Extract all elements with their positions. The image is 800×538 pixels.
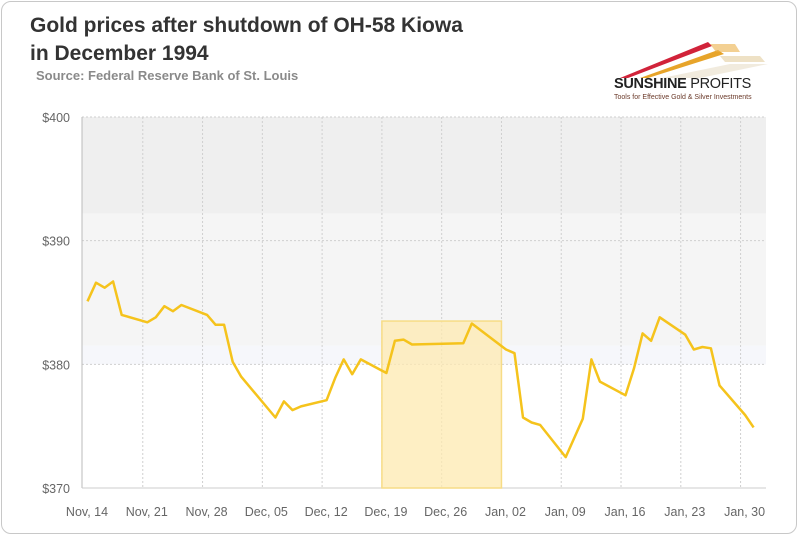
y-tick-label: $390 bbox=[42, 235, 70, 249]
x-tick-label: Dec, 19 bbox=[364, 505, 407, 519]
x-tick-label: Jan, 30 bbox=[724, 505, 765, 519]
x-tick-label: Dec, 26 bbox=[424, 505, 467, 519]
logo-name: SUNSHINE PROFITS bbox=[614, 76, 751, 92]
title-line-1: Gold prices after shutdown of OH-58 Kiow… bbox=[30, 14, 463, 37]
y-tick-label: $400 bbox=[42, 111, 70, 125]
x-tick-label: Jan, 09 bbox=[545, 505, 586, 519]
background-band bbox=[82, 117, 766, 214]
x-tick-label: Nov, 21 bbox=[126, 505, 168, 519]
sunshine-profits-logo-icon bbox=[620, 42, 768, 78]
x-tick-label: Jan, 23 bbox=[664, 505, 705, 519]
y-tick-label: $370 bbox=[42, 482, 70, 496]
chart-title: Gold prices after shutdown of OH-58 Kiow… bbox=[30, 12, 570, 68]
x-tick-label: Nov, 14 bbox=[66, 505, 108, 519]
x-tick-label: Dec, 05 bbox=[245, 505, 288, 519]
x-tick-label: Jan, 02 bbox=[485, 505, 526, 519]
logo-tagline: Tools for Effective Gold & Silver Invest… bbox=[614, 94, 752, 101]
y-tick-label: $380 bbox=[42, 358, 70, 372]
x-tick-label: Jan, 16 bbox=[605, 505, 646, 519]
highlight-period bbox=[381, 320, 503, 489]
source-note: Source: Federal Reserve Bank of St. Loui… bbox=[36, 68, 299, 83]
title-line-2: in December 1994 bbox=[30, 42, 209, 65]
x-tick-label: Dec, 12 bbox=[305, 505, 348, 519]
x-tick-label: Nov, 28 bbox=[185, 505, 227, 519]
